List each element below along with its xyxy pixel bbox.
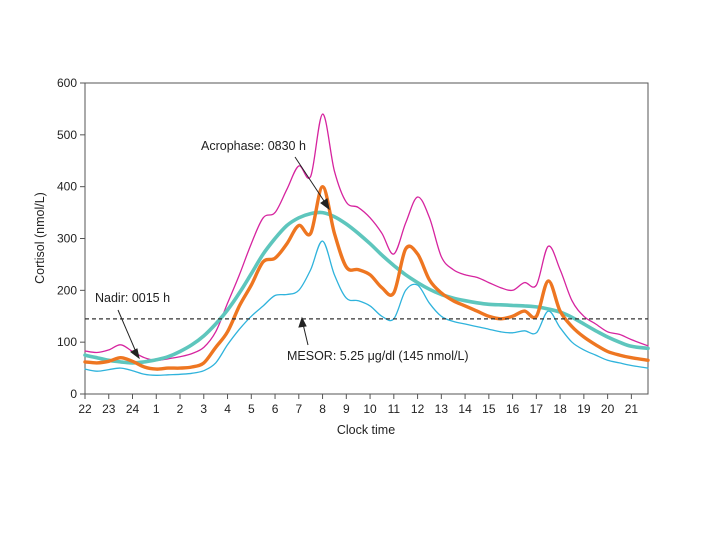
series-line-cosinor [83,210,650,365]
x-tick-label: 2 [177,402,184,416]
acrophase-arrowhead [320,198,330,211]
x-tick-label: 16 [506,402,520,416]
acrophase-label: Acrophase: 0830 h [201,139,306,153]
x-axis-title: Clock time [337,423,395,437]
x-tick-label: 4 [224,402,231,416]
x-tick-label: 6 [272,402,279,416]
x-axis-ticks: 22 23 24 1 2 3 4 5 6 7 8 9 10 11 12 13 14 15 16 17 18 19 20 21 [78,394,638,416]
nadir-arrowhead [130,348,140,360]
x-tick-label: 13 [435,402,449,416]
x-tick-label: 20 [601,402,615,416]
x-tick-label: 5 [248,402,255,416]
x-tick-label: 1 [153,402,160,416]
y-axis-ticks: 0 100 200 300 400 500 600 [57,76,85,401]
annotation-arrows [117,156,330,360]
x-tick-label: 9 [343,402,350,416]
x-tick-label: 21 [625,402,639,416]
mesor-arrow [302,323,309,346]
x-tick-label: 14 [458,402,472,416]
nadir-label: Nadir: 0015 h [95,291,170,305]
y-tick-label: 600 [57,76,77,90]
x-tick-label: 8 [319,402,326,416]
y-tick-label: 200 [57,283,77,297]
acrophase-arrow [294,156,327,205]
series-line-upper [84,113,649,361]
x-tick-label: 17 [530,402,544,416]
y-tick-label: 300 [57,232,77,246]
y-tick-label: 500 [57,128,77,142]
x-tick-label: 18 [553,402,567,416]
x-tick-label: 19 [577,402,591,416]
y-tick-label: 400 [57,180,77,194]
nadir-arrow [117,309,137,353]
x-tick-label: 15 [482,402,496,416]
series-line-lower [84,240,649,376]
x-tick-label: 24 [126,402,140,416]
mesor-arrowhead [298,316,307,328]
y-tick-label: 100 [57,335,77,349]
x-tick-label: 12 [411,402,425,416]
x-tick-label: 23 [102,402,116,416]
series-layer [83,113,650,376]
y-tick-label: 0 [70,387,77,401]
mesor-label: MESOR: 5.25 μg/dl (145 nmol/L) [287,349,469,363]
x-tick-label: 22 [78,402,92,416]
x-tick-label: 10 [363,402,377,416]
y-axis-title: Cortisol (nmol/L) [33,192,47,284]
x-tick-label: 11 [388,402,401,416]
series-line-mean [83,185,650,371]
x-tick-label: 7 [295,402,302,416]
x-tick-label: 3 [200,402,207,416]
